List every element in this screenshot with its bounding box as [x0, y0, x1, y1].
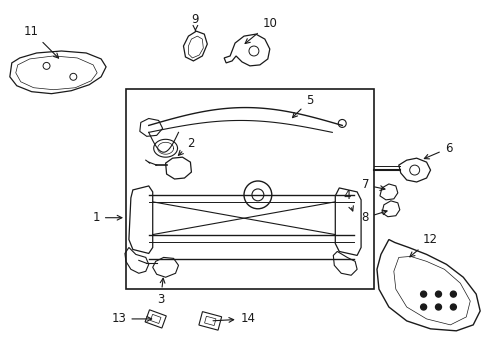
Bar — [126, 89, 373, 289]
Circle shape — [435, 304, 441, 310]
Text: 7: 7 — [361, 179, 384, 192]
Circle shape — [449, 291, 455, 297]
Circle shape — [449, 304, 455, 310]
Text: 3: 3 — [157, 278, 164, 306]
Text: 9: 9 — [191, 13, 199, 31]
Circle shape — [420, 304, 426, 310]
Circle shape — [435, 291, 441, 297]
Text: 11: 11 — [24, 24, 59, 58]
Text: 14: 14 — [213, 312, 255, 325]
Text: 12: 12 — [409, 233, 437, 257]
Text: 1: 1 — [92, 211, 122, 224]
Text: 6: 6 — [424, 142, 451, 159]
Text: 13: 13 — [111, 312, 151, 325]
Text: 8: 8 — [361, 210, 386, 224]
Text: 10: 10 — [244, 17, 277, 44]
Text: 4: 4 — [343, 189, 353, 211]
Circle shape — [420, 291, 426, 297]
Text: 5: 5 — [292, 94, 312, 118]
Text: 2: 2 — [178, 137, 194, 155]
